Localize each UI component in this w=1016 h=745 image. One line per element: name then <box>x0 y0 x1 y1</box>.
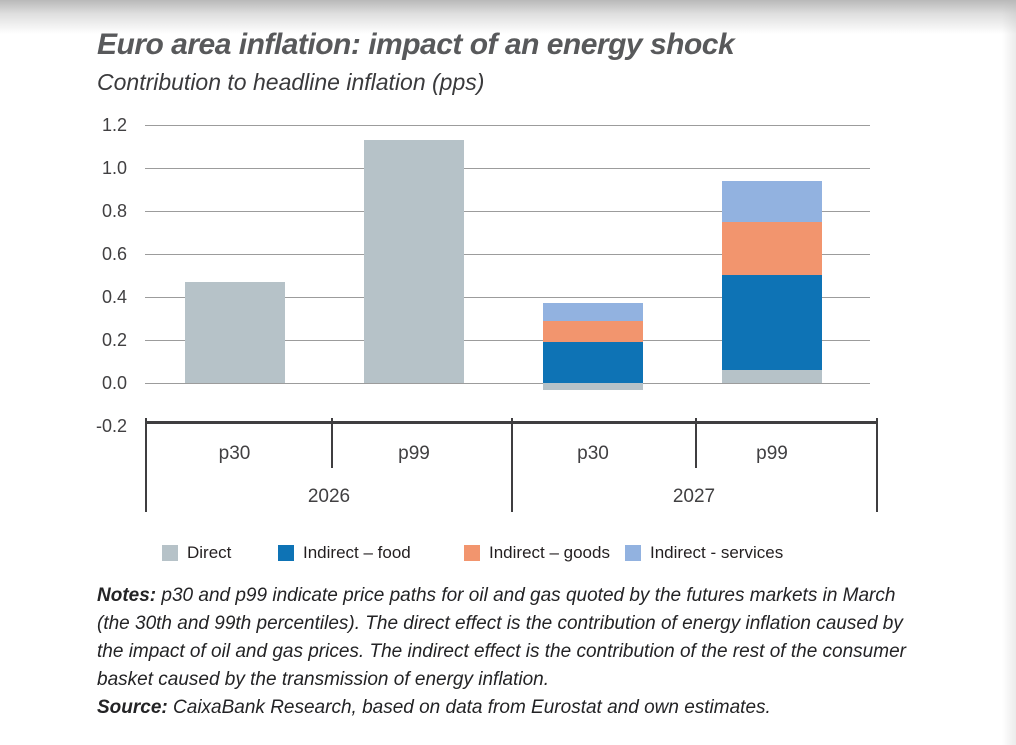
legend-swatch-icon <box>278 544 294 561</box>
source-label: Source: <box>97 697 168 718</box>
legend-swatch-icon <box>162 544 178 561</box>
legend-item: Direct <box>162 542 232 562</box>
source-paragraph: Source: CaixaBank Research, based on dat… <box>97 697 771 718</box>
x-group-label: 2027 <box>672 486 716 507</box>
x-category-label: p99 <box>398 443 430 464</box>
bar-segment <box>722 180 822 222</box>
x-category-label: p30 <box>577 443 609 464</box>
x-axis-group-tick <box>876 418 878 512</box>
y-tick-label: 0.2 <box>101 329 127 350</box>
legend-label: Indirect – food <box>303 542 411 562</box>
chart-subtitle: Contribution to headline inflation (pps) <box>97 69 485 95</box>
gridline-0.4 <box>145 296 870 298</box>
y-tick-label: -0.2 <box>95 416 127 437</box>
chart-title: Euro area inflation: impact of an energy… <box>97 28 735 61</box>
legend-item: Indirect – goods <box>464 542 610 562</box>
bar-segment <box>543 383 643 390</box>
notes-text: p30 and p99 indicate price paths for oil… <box>97 585 906 690</box>
legend-item: Indirect – food <box>278 542 411 562</box>
bar-segment <box>543 303 643 321</box>
bar-segment <box>543 342 643 383</box>
bar-segment <box>722 370 822 383</box>
notes-label: Notes: <box>97 585 157 606</box>
legend-label: Indirect - services <box>650 542 784 562</box>
x-group-label: 2026 <box>307 486 351 507</box>
y-tick-label: 0.6 <box>101 243 127 264</box>
legend-item: Indirect - services <box>625 542 784 562</box>
legend-swatch-icon <box>625 544 641 561</box>
legend-label: Direct <box>187 542 232 562</box>
bar-segment <box>364 139 464 383</box>
x-axis-group-tick <box>145 418 147 512</box>
bar-segment <box>722 275 822 371</box>
x-axis-category-tick <box>331 418 333 468</box>
bar-segment <box>184 281 285 383</box>
y-tick-label: 1.2 <box>101 114 127 135</box>
notes-paragraph: Notes: p30 and p99 indicate price paths … <box>97 585 906 690</box>
bar-segment <box>722 221 822 276</box>
gridline-0.6 <box>145 253 870 255</box>
y-tick-label: 1.0 <box>101 157 127 178</box>
bar-segment <box>543 320 643 343</box>
y-tick-label: 0.0 <box>101 373 127 393</box>
x-category-label: p30 <box>218 443 251 464</box>
gridline-0.0 <box>145 383 870 384</box>
gridline-0.2 <box>145 339 870 341</box>
legend-label: Indirect – goods <box>489 542 610 562</box>
page-top-shadow <box>0 0 1016 34</box>
notes-block: Notes: p30 and p99 indicate price paths … <box>97 582 929 722</box>
gridline-0.8 <box>145 210 870 212</box>
gridline-1.0 <box>145 167 870 169</box>
x-axis-category-tick <box>695 418 697 468</box>
gridline-1.2 <box>145 124 870 126</box>
legend-swatch-icon <box>464 544 480 561</box>
source-text: CaixaBank Research, based on data from E… <box>167 697 771 718</box>
x-category-label: p99 <box>756 443 788 464</box>
y-tick-label: 0.8 <box>101 200 127 221</box>
x-axis-group-tick <box>511 418 513 512</box>
y-tick-label: 0.4 <box>101 286 127 307</box>
page-right-shadow <box>1002 0 1016 745</box>
